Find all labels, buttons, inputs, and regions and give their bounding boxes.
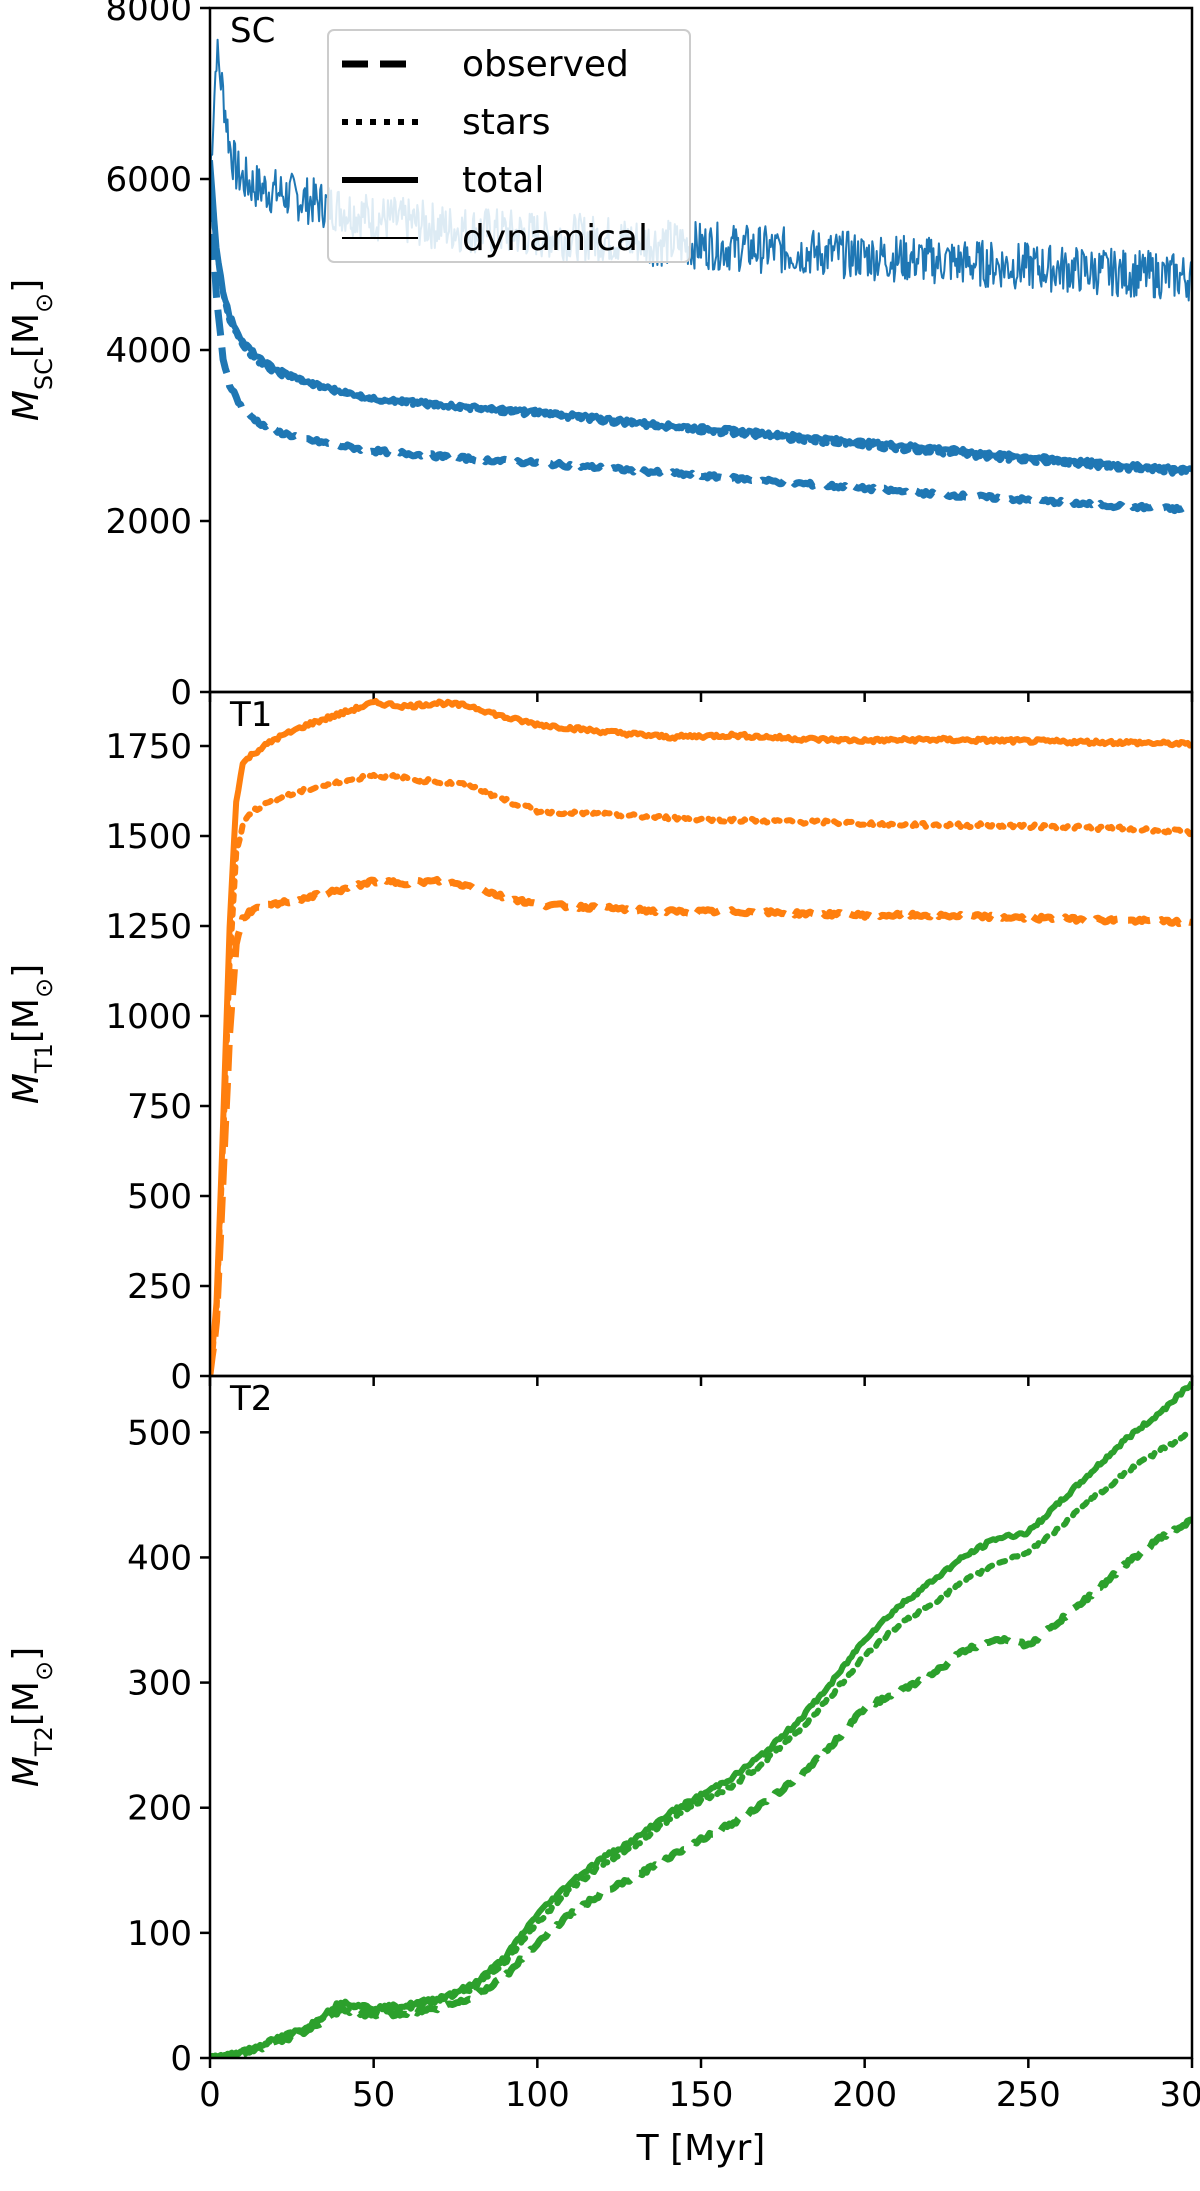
- series-total: [210, 698, 1192, 1376]
- y-tick-label: 0: [170, 673, 192, 713]
- sc-panel-label: SC: [230, 11, 275, 51]
- t1-ylabel-sub: T1: [30, 1043, 58, 1074]
- series-observed: [210, 195, 1192, 515]
- t2-ylabel-unit: [M: [6, 1681, 47, 1726]
- t2-axis-layer: 0 100 200 300 400 500 0 50 100 150 200 250 300: [127, 1374, 1200, 2115]
- x-tick-label: 150: [669, 2075, 734, 2115]
- t1-axis-layer: 0 250 500 750 1000 1250 1500 1750: [105, 690, 1194, 1397]
- t2-panel-label: T2: [229, 1379, 272, 1419]
- t2-ylabel-main: M: [6, 1756, 47, 1787]
- x-tick-label: 300: [1160, 2075, 1200, 2115]
- t1-series-layer: [210, 698, 1192, 1376]
- t1-ylabel-unit: [M: [6, 998, 47, 1043]
- t2-ylabel-sub: T2: [30, 1726, 58, 1757]
- y-tick-label: 500: [127, 1413, 192, 1453]
- x-tick-label: 100: [505, 2075, 570, 2115]
- sc-y-axis-label: MSC[M⊙]: [6, 279, 58, 421]
- plot-frame: [208, 1374, 1194, 2060]
- y-tick-label: 1000: [105, 997, 192, 1037]
- panel-t2: 0100200300400500050100150200250300 T2 MT…: [6, 1374, 1200, 2169]
- x-tick-label: 200: [832, 2075, 897, 2115]
- y-tick-label: 100: [127, 1914, 192, 1954]
- y-tick-label: 0: [170, 1357, 192, 1397]
- t1-ylabel-close: ]: [6, 964, 47, 978]
- y-tick-label: 1250: [105, 907, 192, 947]
- y-tick-label: 400: [127, 1538, 192, 1578]
- t1-panel-label: T1: [229, 695, 272, 735]
- x-tick-label: 50: [352, 2075, 395, 2115]
- sc-ylabel-sub: SC: [30, 358, 58, 390]
- y-tick-label: 4000: [105, 331, 192, 371]
- y-tick-label: 6000: [105, 160, 192, 200]
- sc-series-layer: [210, 38, 1192, 515]
- sc-ylabel-unit: [M: [6, 313, 47, 358]
- sc-ylabel-main: M: [6, 390, 47, 421]
- series-observed: [210, 1516, 1192, 2058]
- series-total: [210, 1380, 1192, 2058]
- sc-axis-layer: 0 2000 4000 6000 8000: [105, 0, 1194, 713]
- y-tick-label: 1500: [105, 817, 192, 857]
- t2-series-layer: [210, 1380, 1192, 2058]
- y-tick-label: 8000: [105, 0, 192, 29]
- series-group: [210, 698, 1192, 1376]
- series-stars: [210, 771, 1192, 1376]
- y-tick-label: 2000: [105, 502, 192, 542]
- legend-label-stars: stars: [462, 102, 551, 143]
- t2-ylabel-close: ]: [6, 1647, 47, 1661]
- t1-ylabel-main: M: [6, 1073, 47, 1104]
- y-tick-label: 1750: [105, 727, 192, 767]
- sc-ylabel-unit-sub: ⊙: [30, 293, 58, 313]
- t1-ylabel-unit-sub: ⊙: [30, 978, 58, 998]
- legend-box: [327, 29, 691, 263]
- t2-y-axis-label: MT2[M⊙]: [6, 1647, 58, 1787]
- sc-ylabel-close: ]: [6, 279, 47, 293]
- x-axis-label: T [Myr]: [636, 2128, 766, 2169]
- plot-frame: [208, 690, 1194, 1378]
- t2-ylabel-unit-sub: ⊙: [30, 1661, 58, 1681]
- x-tick-label: 250: [996, 2075, 1061, 2115]
- y-tick-label: 500: [127, 1177, 192, 1217]
- y-tick-label: 250: [127, 1267, 192, 1307]
- legend-label-total: total: [462, 160, 544, 201]
- y-tick-label: 750: [127, 1087, 192, 1127]
- series-group: [210, 1380, 1192, 2058]
- series-group: [210, 38, 1192, 515]
- legend-label-dynamical: dynamical: [462, 218, 648, 259]
- series-observed: [210, 875, 1192, 1375]
- legend: observed stars total dynamical: [327, 29, 691, 263]
- y-tick-label: 200: [127, 1789, 192, 1829]
- legend-label-observed: observed: [462, 44, 629, 85]
- x-tick-label: 0: [199, 2075, 221, 2115]
- t1-y-axis-label: MT1[M⊙]: [6, 964, 58, 1104]
- y-tick-label: 0: [170, 2039, 192, 2079]
- y-tick-label: 300: [127, 1664, 192, 1704]
- series-stars: [210, 1429, 1192, 2058]
- series-stars: [210, 163, 1192, 478]
